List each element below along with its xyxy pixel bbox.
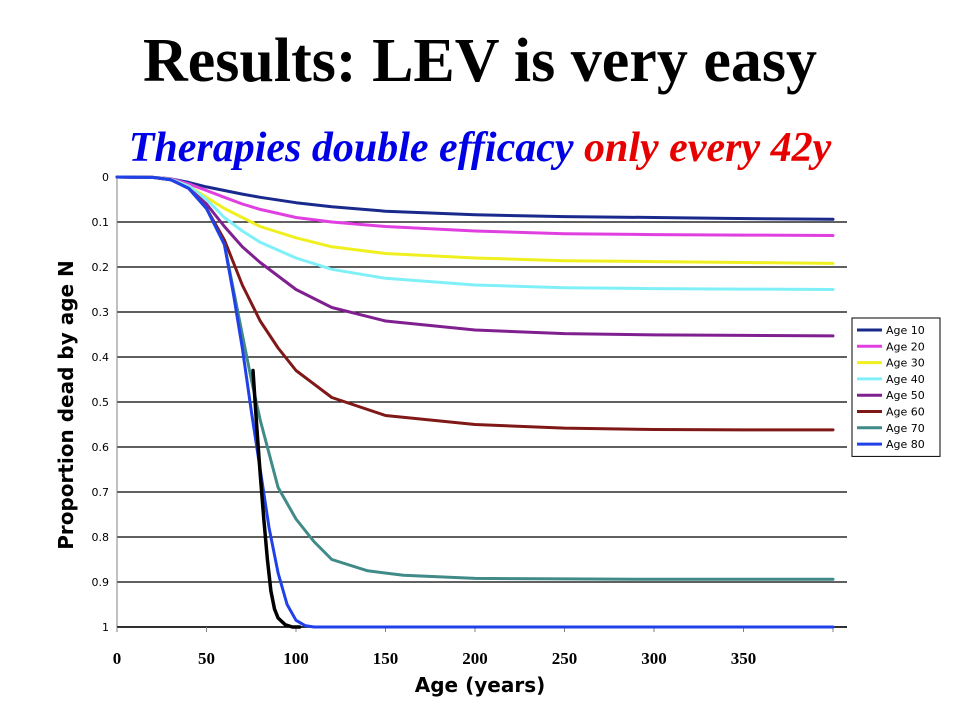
y-tick-label: 0.4: [92, 351, 110, 364]
legend-label: Age 30: [886, 357, 925, 370]
legend-label: Age 20: [886, 340, 925, 353]
y-tick-label: 1: [102, 621, 109, 634]
x-axis-title: Age (years): [415, 673, 545, 697]
legend-label: Age 80: [886, 438, 925, 451]
subtitle-part-1: Therapies double efficacy: [128, 125, 574, 171]
legend-label: Age 50: [886, 389, 925, 402]
y-tick-label: 0.2: [92, 261, 110, 274]
y-tick-label: 0: [102, 171, 109, 184]
y-tick-label: 0.5: [92, 396, 110, 409]
x-tick-label: 300: [641, 649, 667, 668]
x-tick-label: 100: [283, 649, 309, 668]
y-tick-label: 0.1: [92, 216, 110, 229]
series-lines: [115, 175, 835, 629]
y-tick-label: 0.3: [92, 306, 110, 319]
y-tick-labels: 0 0.1 0.2 0.3 0.4 0.5 0.6 0.7 0.8 0.9 1: [92, 171, 110, 634]
x-tick-label: 200: [462, 649, 488, 668]
slide-title: Results: LEV is very easy: [143, 27, 817, 95]
legend-box: [851, 317, 941, 457]
reference-curve: [251, 368, 302, 629]
y-axis-title: Proportion dead by age N: [54, 260, 78, 550]
y-tick-label: 0.9: [92, 576, 110, 589]
x-tick-label: 50: [198, 649, 215, 668]
legend-label: Age 10: [886, 324, 925, 337]
x-tick-label: 0: [113, 649, 122, 668]
legend-label: Age 40: [886, 373, 925, 386]
series-line-age-40: [115, 175, 835, 291]
x-tick-label: 250: [552, 649, 578, 668]
y-tick-label: 0.8: [92, 531, 110, 544]
x-tick-labels: 0 50 100 150 200 250 300 350: [113, 649, 757, 668]
legend-label: Age 60: [886, 406, 925, 419]
legend-label: Age 70: [886, 422, 925, 435]
x-tick-label: 350: [731, 649, 757, 668]
x-tick-label: 150: [373, 649, 399, 668]
y-tick-label: 0.6: [92, 441, 110, 454]
y-tick-label: 0.7: [92, 486, 110, 499]
legend: Age 10 Age 20 Age 30 Age 40 Age 50 Age 60 Age …: [851, 317, 941, 457]
subtitle-part-2: only every 42y: [584, 125, 832, 171]
slide-subtitle: Therapies double efficacy only every 42y: [0, 122, 960, 174]
